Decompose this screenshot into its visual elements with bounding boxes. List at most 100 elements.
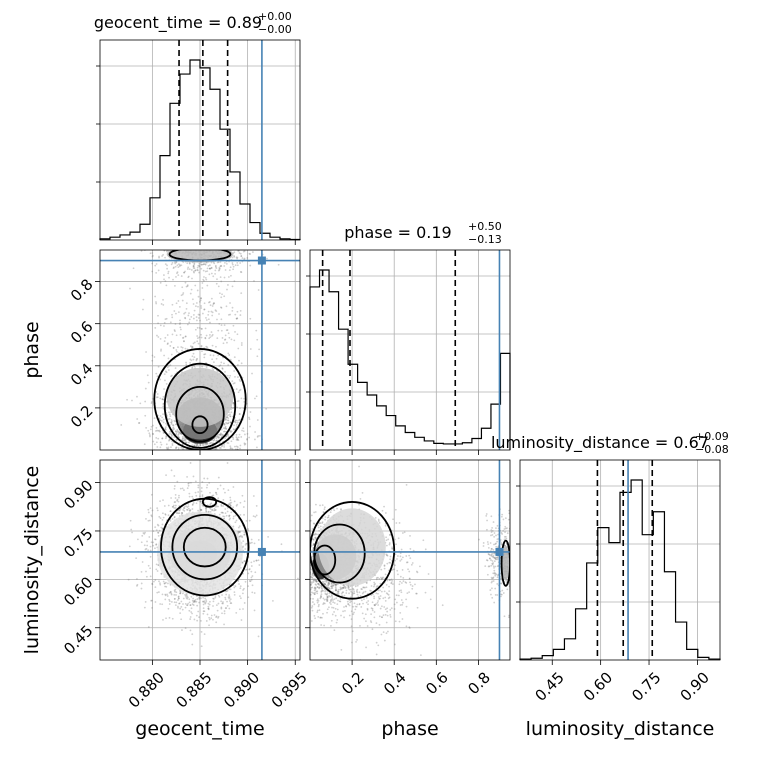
sample-point	[255, 395, 258, 398]
sample-point	[186, 268, 189, 270]
sample-point	[193, 444, 195, 447]
sample-point	[198, 247, 200, 249]
sample-point	[205, 243, 207, 245]
sample-point	[151, 252, 154, 254]
sample-point	[171, 374, 173, 377]
sample-point	[198, 596, 201, 599]
sample-point	[250, 576, 253, 579]
sample-point	[207, 318, 210, 321]
sample-point	[171, 465, 173, 467]
sample-point	[172, 493, 174, 495]
sample-point	[249, 317, 252, 320]
sample-point	[236, 419, 238, 422]
sample-point	[164, 256, 166, 259]
sample-point	[222, 430, 225, 433]
sample-point	[207, 243, 209, 245]
sample-point	[158, 417, 161, 420]
sample-point	[212, 464, 214, 466]
sample-point	[160, 349, 162, 352]
sample-point	[200, 619, 202, 622]
sample-point	[149, 549, 152, 552]
sample-point	[153, 580, 155, 583]
sample-point	[150, 515, 153, 518]
sample-point	[145, 426, 148, 429]
sample-point	[210, 222, 212, 224]
sample-point	[188, 441, 191, 444]
sample-point	[146, 540, 148, 543]
sample-point	[244, 548, 247, 550]
sample-point	[213, 243, 215, 245]
histogram-geocent_time	[99, 59, 301, 241]
sample-point	[181, 299, 184, 302]
sample-point	[201, 454, 203, 456]
sample-point	[181, 349, 183, 352]
sample-point	[213, 234, 215, 236]
sample-point	[183, 489, 185, 491]
sample-point	[193, 599, 196, 602]
sample-point	[192, 342, 195, 345]
sample-point	[181, 512, 184, 514]
sample-point	[208, 624, 210, 627]
sample-point	[168, 439, 170, 442]
sample-point	[206, 346, 209, 349]
sample-point	[205, 451, 207, 453]
sample-point	[161, 420, 163, 422]
sample-point	[159, 446, 162, 449]
sample-point	[249, 411, 252, 413]
sample-point	[183, 271, 186, 274]
sample-point	[179, 431, 182, 434]
sample-point	[189, 244, 191, 246]
sample-point	[175, 226, 177, 228]
sample-point	[209, 491, 211, 494]
sample-point	[213, 262, 216, 265]
sample-point	[159, 324, 162, 327]
sample-point	[198, 265, 201, 268]
sample-point	[199, 456, 201, 458]
sample-point	[151, 354, 154, 357]
contour-line	[163, 362, 237, 449]
sample-point	[229, 413, 231, 416]
sample-point	[204, 467, 206, 469]
sample-point	[198, 314, 201, 316]
sample-point	[130, 528, 133, 531]
sample-point	[237, 225, 239, 227]
sample-point	[246, 438, 248, 441]
sample-point	[156, 396, 159, 399]
sample-point	[146, 544, 149, 547]
sample-point	[177, 595, 180, 598]
sample-point	[179, 592, 182, 595]
sample-point	[254, 438, 256, 441]
sample-point	[201, 282, 204, 284]
sample-point	[178, 323, 181, 326]
sample-point	[223, 422, 225, 425]
sample-point	[220, 428, 223, 431]
sample-point	[247, 528, 250, 530]
sample-point	[180, 275, 183, 277]
sample-point	[136, 578, 138, 580]
sample-point	[172, 347, 175, 349]
sample-point	[180, 511, 183, 514]
sample-point	[227, 422, 230, 425]
sample-point	[191, 612, 193, 615]
sample-point	[240, 344, 243, 346]
sample-point	[217, 602, 220, 605]
sample-point	[237, 439, 240, 442]
sample-point	[213, 439, 216, 442]
sample-point	[155, 263, 158, 265]
sample-point	[195, 502, 198, 505]
sample-point	[179, 487, 182, 490]
sample-point	[146, 374, 149, 377]
sample-point	[168, 475, 170, 477]
sample-point	[162, 516, 165, 519]
sample-point	[229, 431, 232, 433]
sample-point	[202, 600, 205, 603]
sample-point	[221, 245, 223, 247]
sample-point	[159, 456, 161, 458]
sample-point	[194, 491, 197, 494]
sample-point	[173, 472, 175, 474]
sample-point	[189, 616, 192, 618]
sample-point	[182, 597, 185, 600]
sample-point	[199, 247, 201, 249]
sample-point	[236, 503, 239, 506]
sample-point	[226, 462, 229, 464]
